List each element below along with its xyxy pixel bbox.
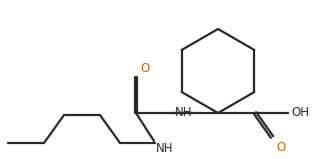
Text: NH: NH bbox=[156, 142, 174, 155]
Text: O: O bbox=[276, 141, 285, 154]
Text: O: O bbox=[140, 62, 149, 75]
Text: NH: NH bbox=[175, 106, 193, 118]
Text: OH: OH bbox=[291, 106, 309, 118]
